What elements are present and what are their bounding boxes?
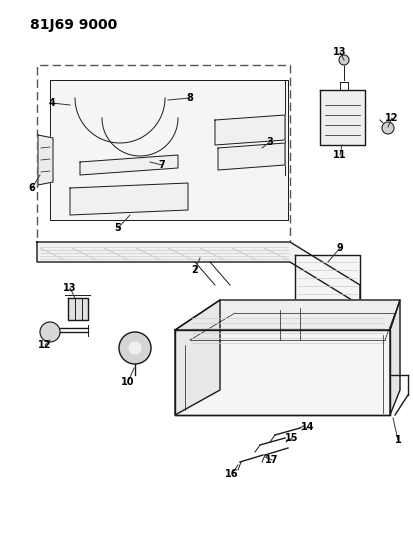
Polygon shape — [37, 242, 359, 305]
Text: 10: 10 — [121, 377, 134, 387]
Text: 5: 5 — [114, 223, 121, 233]
Circle shape — [381, 122, 393, 134]
Polygon shape — [218, 143, 284, 170]
Text: 12: 12 — [38, 340, 52, 350]
Text: 6: 6 — [28, 183, 35, 193]
Polygon shape — [68, 298, 88, 320]
Text: 16: 16 — [225, 469, 238, 479]
Circle shape — [129, 342, 141, 354]
Bar — [37, 65, 289, 245]
Text: 15: 15 — [285, 433, 298, 443]
Polygon shape — [389, 300, 399, 415]
Polygon shape — [294, 255, 359, 305]
Text: 8: 8 — [186, 93, 193, 103]
Polygon shape — [319, 90, 364, 145]
Polygon shape — [38, 135, 53, 185]
Polygon shape — [70, 183, 188, 215]
Text: 4: 4 — [48, 98, 55, 108]
Text: 13: 13 — [63, 283, 76, 293]
Polygon shape — [50, 80, 287, 220]
Text: 1: 1 — [394, 435, 401, 445]
Polygon shape — [214, 115, 284, 145]
Circle shape — [40, 322, 60, 342]
Text: 9: 9 — [336, 243, 342, 253]
Text: 3: 3 — [266, 137, 273, 147]
Text: 17: 17 — [265, 455, 278, 465]
Circle shape — [338, 55, 348, 65]
Text: 11: 11 — [332, 150, 346, 160]
Polygon shape — [80, 155, 178, 175]
Polygon shape — [175, 300, 399, 330]
Text: 12: 12 — [385, 113, 398, 123]
Text: 14: 14 — [301, 422, 314, 432]
Text: 13: 13 — [332, 47, 346, 57]
Text: 2: 2 — [191, 265, 198, 275]
Circle shape — [119, 332, 151, 364]
Polygon shape — [175, 300, 219, 415]
Text: 81J69 9000: 81J69 9000 — [30, 18, 117, 32]
Text: 7: 7 — [158, 160, 165, 170]
Polygon shape — [175, 330, 389, 415]
